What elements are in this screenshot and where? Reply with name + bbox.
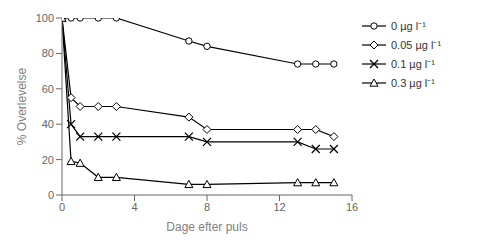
svg-text:20: 20: [42, 154, 54, 166]
svg-text:% Overlevelse: % Overlevelse: [15, 68, 29, 146]
svg-text:80: 80: [42, 47, 54, 59]
svg-text:0: 0: [48, 189, 54, 201]
svg-text:16: 16: [346, 201, 358, 213]
svg-text:100: 100: [36, 12, 54, 24]
html-text:0.3 µg l⁻¹: 0.3 µg l⁻¹: [391, 77, 435, 89]
svg-text:40: 40: [42, 118, 54, 130]
svg-text:8: 8: [204, 201, 210, 213]
svg-text:4: 4: [131, 201, 137, 213]
html-text:0.1 µg l⁻¹: 0.1 µg l⁻¹: [391, 58, 435, 70]
svg-text:12: 12: [273, 201, 285, 213]
svg-text:Dage efter puls: Dage efter puls: [166, 220, 247, 234]
svg-text:60: 60: [42, 83, 54, 95]
html-text:0.05 µg l⁻¹: 0.05 µg l⁻¹: [391, 39, 442, 51]
html-text:0 µg l⁻¹: 0 µg l⁻¹: [391, 20, 426, 32]
svg-text:0: 0: [59, 201, 65, 213]
